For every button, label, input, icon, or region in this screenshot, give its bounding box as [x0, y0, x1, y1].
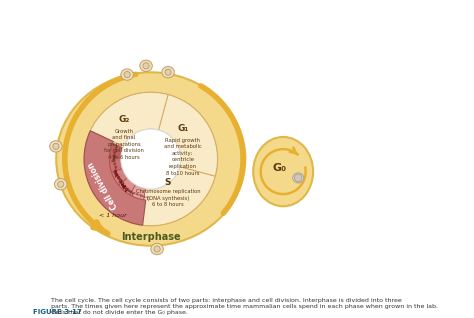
- Ellipse shape: [151, 243, 164, 255]
- Text: G₂: G₂: [118, 115, 129, 124]
- Wedge shape: [134, 167, 215, 226]
- Circle shape: [53, 143, 59, 149]
- Ellipse shape: [293, 173, 304, 183]
- Ellipse shape: [56, 72, 246, 246]
- Text: Rapid growth
and metabolic
activity;
centricle
replication
8 to10 hours: Rapid growth and metabolic activity; cen…: [164, 138, 202, 176]
- Ellipse shape: [121, 69, 133, 80]
- Wedge shape: [91, 92, 168, 146]
- Circle shape: [143, 63, 149, 69]
- Wedge shape: [109, 143, 123, 158]
- Circle shape: [165, 69, 171, 75]
- Text: Mitosis: Mitosis: [112, 167, 130, 191]
- Text: Cell division: Cell division: [87, 160, 120, 210]
- Ellipse shape: [50, 141, 62, 152]
- Ellipse shape: [253, 137, 313, 206]
- Text: Telophase: Telophase: [118, 177, 137, 195]
- Text: S: S: [165, 178, 172, 187]
- Text: G₀: G₀: [273, 163, 287, 173]
- Ellipse shape: [55, 178, 67, 190]
- Circle shape: [154, 246, 160, 252]
- Ellipse shape: [140, 60, 152, 72]
- Circle shape: [58, 181, 64, 187]
- Text: Cytokinesis: Cytokinesis: [126, 186, 151, 199]
- Text: Metaphase: Metaphase: [112, 152, 119, 176]
- Wedge shape: [84, 131, 146, 225]
- Circle shape: [84, 92, 218, 226]
- Text: Chromosome replication
(DNA synthesis)
6 to 8 hours: Chromosome replication (DNA synthesis) 6…: [136, 189, 201, 207]
- Wedge shape: [111, 169, 128, 185]
- Wedge shape: [118, 178, 136, 195]
- Text: < 1 hour: < 1 hour: [99, 213, 127, 218]
- Text: FIGURE 3-17: FIGURE 3-17: [33, 309, 82, 315]
- Circle shape: [121, 129, 181, 189]
- Text: Interphase: Interphase: [121, 232, 181, 242]
- Text: Growth
and final
preparations
for cell division
4 to 6 hours: Growth and final preparations for cell d…: [104, 129, 144, 160]
- Circle shape: [124, 72, 130, 78]
- Wedge shape: [109, 158, 122, 172]
- Ellipse shape: [162, 66, 174, 78]
- Wedge shape: [158, 94, 218, 176]
- Text: G₁: G₁: [177, 124, 189, 133]
- Text: Prophase: Prophase: [112, 142, 120, 162]
- Text: Anaphase: Anaphase: [113, 166, 127, 187]
- Circle shape: [294, 174, 302, 182]
- Wedge shape: [130, 185, 146, 200]
- Text: The cell cycle. The cell cycle consists of two parts: interphase and cell divisi: The cell cycle. The cell cycle consists …: [52, 298, 438, 315]
